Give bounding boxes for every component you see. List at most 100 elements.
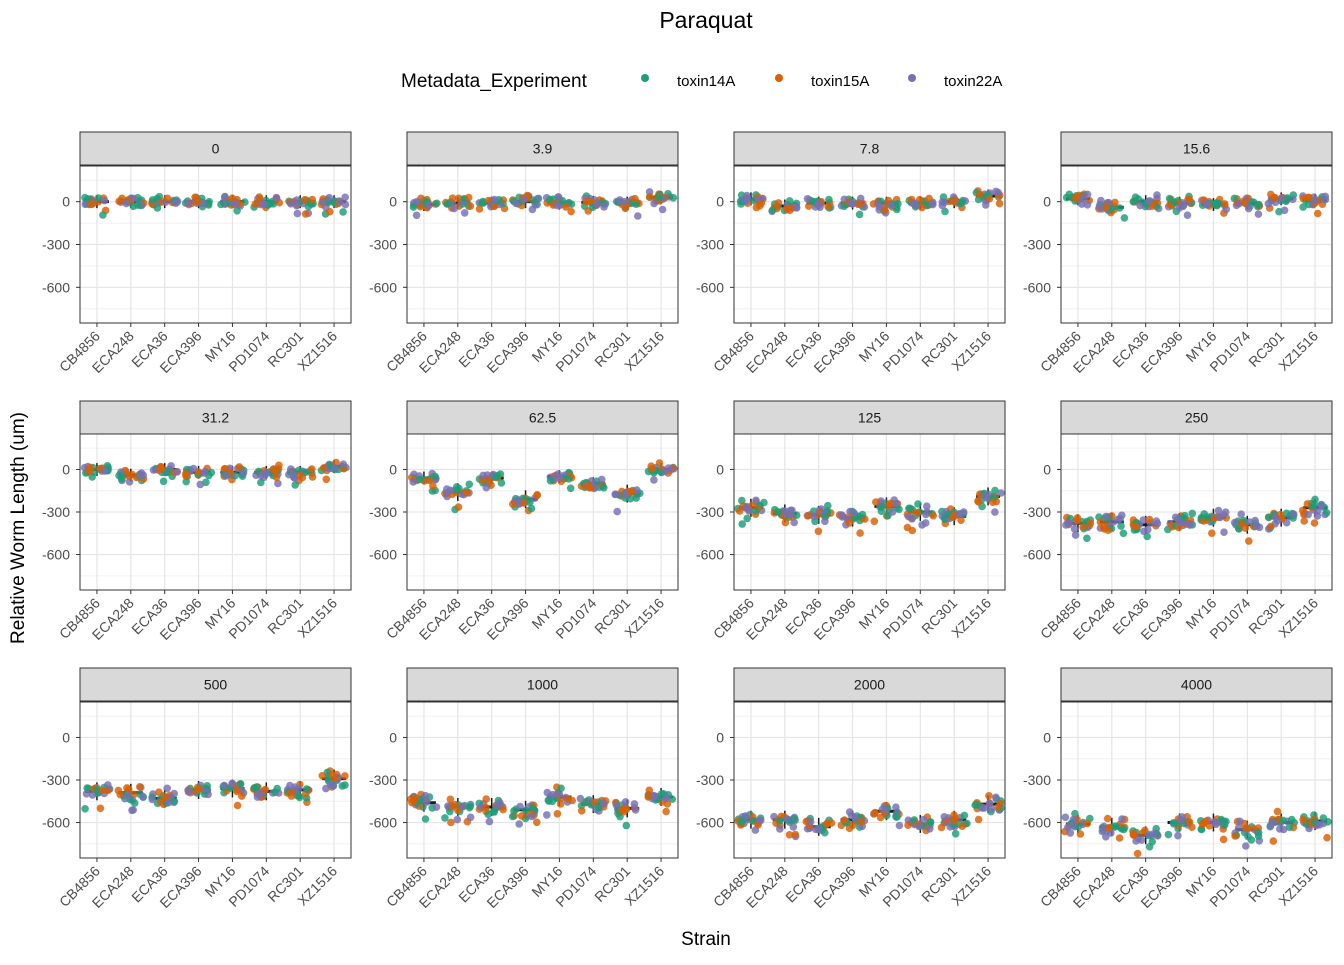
data-point [755, 816, 764, 825]
data-point [527, 812, 536, 821]
data-point [789, 823, 798, 831]
data-point [220, 781, 228, 790]
data-point [1145, 830, 1154, 839]
data-point [814, 527, 823, 536]
data-point [1071, 194, 1080, 203]
data-point [600, 203, 608, 211]
data-point [413, 197, 421, 206]
y-tick-label: -600 [1023, 279, 1051, 295]
data-point [1148, 837, 1157, 846]
data-point [341, 772, 349, 780]
data-point [308, 195, 317, 204]
data-point [892, 803, 900, 811]
data-point [950, 817, 959, 825]
data-point [906, 504, 914, 513]
data-point [1289, 510, 1298, 518]
data-point [974, 815, 983, 824]
facet-panel: 00-300-600CB4856ECA248ECA36ECA396MY16PD1… [42, 131, 352, 376]
data-point [1244, 832, 1252, 841]
facet-panel: 20000-300-600CB4856ECA248ECA36ECA396MY16… [696, 667, 1006, 911]
data-point [236, 780, 245, 788]
data-point [1266, 522, 1275, 531]
y-tick-label: 0 [716, 461, 724, 477]
data-point [341, 193, 350, 202]
data-point [582, 197, 590, 206]
data-point [951, 196, 959, 205]
data-point [207, 468, 216, 477]
data-point [806, 817, 815, 826]
data-point [527, 504, 536, 513]
facet-panel: 10000-300-600CB4856ECA248ECA36ECA396MY16… [369, 667, 679, 911]
data-point [1285, 823, 1294, 831]
data-point [139, 471, 148, 480]
data-point [1323, 833, 1331, 842]
data-point [521, 806, 530, 815]
data-point [1178, 813, 1186, 821]
data-point [886, 499, 895, 508]
data-point [82, 790, 91, 798]
data-point [918, 203, 926, 212]
data-point [329, 782, 338, 790]
data-point [161, 793, 169, 801]
data-point [512, 199, 520, 207]
data-point [590, 798, 599, 806]
data-point [1115, 834, 1124, 842]
data-point [1175, 204, 1184, 212]
data-point [926, 818, 935, 826]
data-point [293, 209, 302, 218]
data-point [443, 200, 452, 208]
data-point [814, 199, 823, 208]
data-point [554, 193, 563, 201]
data-point [1144, 525, 1152, 534]
data-point [582, 482, 591, 490]
y-tick-label: 0 [1043, 194, 1051, 210]
data-point [295, 793, 304, 802]
data-point [492, 473, 500, 481]
data-point [322, 475, 331, 484]
data-point [1273, 807, 1282, 816]
facet-panel: 3.90-300-600CB4856ECA248ECA36ECA396MY16P… [369, 131, 679, 376]
data-point [738, 520, 746, 528]
data-point [123, 784, 131, 792]
data-point [446, 795, 455, 804]
data-point [308, 473, 317, 481]
data-point [562, 203, 570, 211]
data-point [997, 489, 1005, 497]
data-point [1131, 193, 1140, 201]
legend-label-toxin14A: toxin14A [677, 73, 735, 90]
data-point [1236, 817, 1244, 826]
facet-strip [406, 667, 679, 702]
data-point [1231, 832, 1239, 840]
data-point [331, 464, 340, 472]
data-point [543, 811, 551, 819]
data-point [1145, 197, 1154, 205]
data-point [911, 201, 920, 209]
data-point [644, 792, 653, 800]
data-point [255, 789, 264, 798]
data-point [425, 476, 434, 485]
data-point [485, 817, 494, 826]
data-point [233, 787, 241, 796]
data-point [808, 197, 817, 206]
y-tick-label: -300 [369, 772, 397, 788]
data-point [1096, 518, 1105, 526]
data-point [1276, 510, 1285, 519]
data-point [149, 466, 158, 474]
data-point [1139, 516, 1148, 524]
data-point [985, 799, 994, 807]
data-point [1104, 526, 1112, 534]
data-point [1242, 842, 1250, 850]
data-point [509, 500, 517, 508]
data-point [821, 517, 829, 526]
facet-panel: 1250-300-600CB4856ECA248ECA36ECA396MY16P… [696, 400, 1006, 643]
data-point [1169, 819, 1178, 827]
data-point [892, 813, 900, 821]
data-point [1117, 522, 1125, 530]
data-point [125, 472, 133, 481]
y-tick-label: -600 [1023, 815, 1051, 831]
data-point [115, 471, 123, 480]
data-point [1254, 210, 1263, 218]
data-point [94, 194, 103, 202]
data-point [220, 193, 229, 201]
data-point [1270, 193, 1278, 202]
